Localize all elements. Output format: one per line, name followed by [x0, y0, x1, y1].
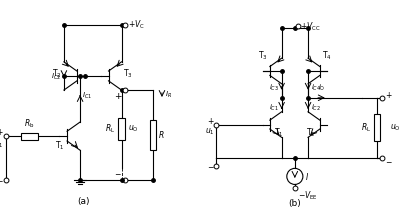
Text: T$_4$: T$_4$: [322, 49, 331, 62]
Text: $I_{C2}$: $I_{C2}$: [51, 72, 61, 82]
Text: (b): (b): [289, 199, 301, 208]
Bar: [374, 114, 380, 141]
Text: $-V_{\rm EE}$: $-V_{\rm EE}$: [298, 190, 319, 202]
Text: +: +: [114, 92, 121, 101]
Text: $-$: $-$: [114, 169, 121, 178]
Text: $u_1$: $u_1$: [0, 140, 4, 150]
Text: T$_1$: T$_1$: [55, 139, 65, 152]
Text: $+$: $+$: [207, 116, 215, 126]
Text: T$_2$: T$_2$: [306, 126, 315, 139]
Text: $R_{\rm b}$: $R_{\rm b}$: [24, 118, 35, 130]
Text: $R_{\rm L}$: $R_{\rm L}$: [361, 122, 372, 134]
Text: $R_{\rm L}$: $R_{\rm L}$: [105, 123, 115, 135]
Text: $i_{C2}$: $i_{C2}$: [311, 103, 321, 113]
Text: $-$: $-$: [207, 161, 215, 170]
Text: $+V_{\rm C}$: $+V_{\rm C}$: [128, 18, 145, 31]
Text: (a): (a): [78, 197, 90, 206]
Text: $u_{\rm O}$: $u_{\rm O}$: [128, 124, 139, 134]
Text: T$_3$: T$_3$: [122, 68, 132, 80]
Text: $u_{\rm O}$: $u_{\rm O}$: [390, 122, 400, 133]
Bar: [21, 133, 39, 140]
Text: $i_{\rm O}$: $i_{\rm O}$: [318, 83, 325, 93]
Text: $i_{C1}$: $i_{C1}$: [269, 103, 279, 113]
Bar: [118, 118, 125, 140]
Text: T$_1$: T$_1$: [274, 126, 284, 139]
Text: T$_3$: T$_3$: [258, 49, 268, 62]
Text: $I_R$: $I_R$: [165, 90, 172, 100]
Text: $+$: $+$: [0, 127, 4, 137]
Text: $-$: $-$: [0, 175, 4, 184]
Text: $-$: $-$: [385, 156, 393, 165]
Text: $i_{C3}$: $i_{C3}$: [269, 83, 279, 93]
Text: $+V_{\rm CC}$: $+V_{\rm CC}$: [300, 20, 321, 33]
Text: $i_{C4}$: $i_{C4}$: [311, 83, 321, 93]
Text: $I_{C1}$: $I_{C1}$: [82, 91, 92, 101]
Text: $I$: $I$: [305, 171, 309, 182]
Text: $+$: $+$: [385, 90, 393, 100]
Text: T$_2$: T$_2$: [52, 68, 62, 80]
Bar: [150, 120, 156, 150]
Text: $R$: $R$: [158, 129, 164, 140]
Text: $u_1$: $u_1$: [205, 127, 215, 137]
